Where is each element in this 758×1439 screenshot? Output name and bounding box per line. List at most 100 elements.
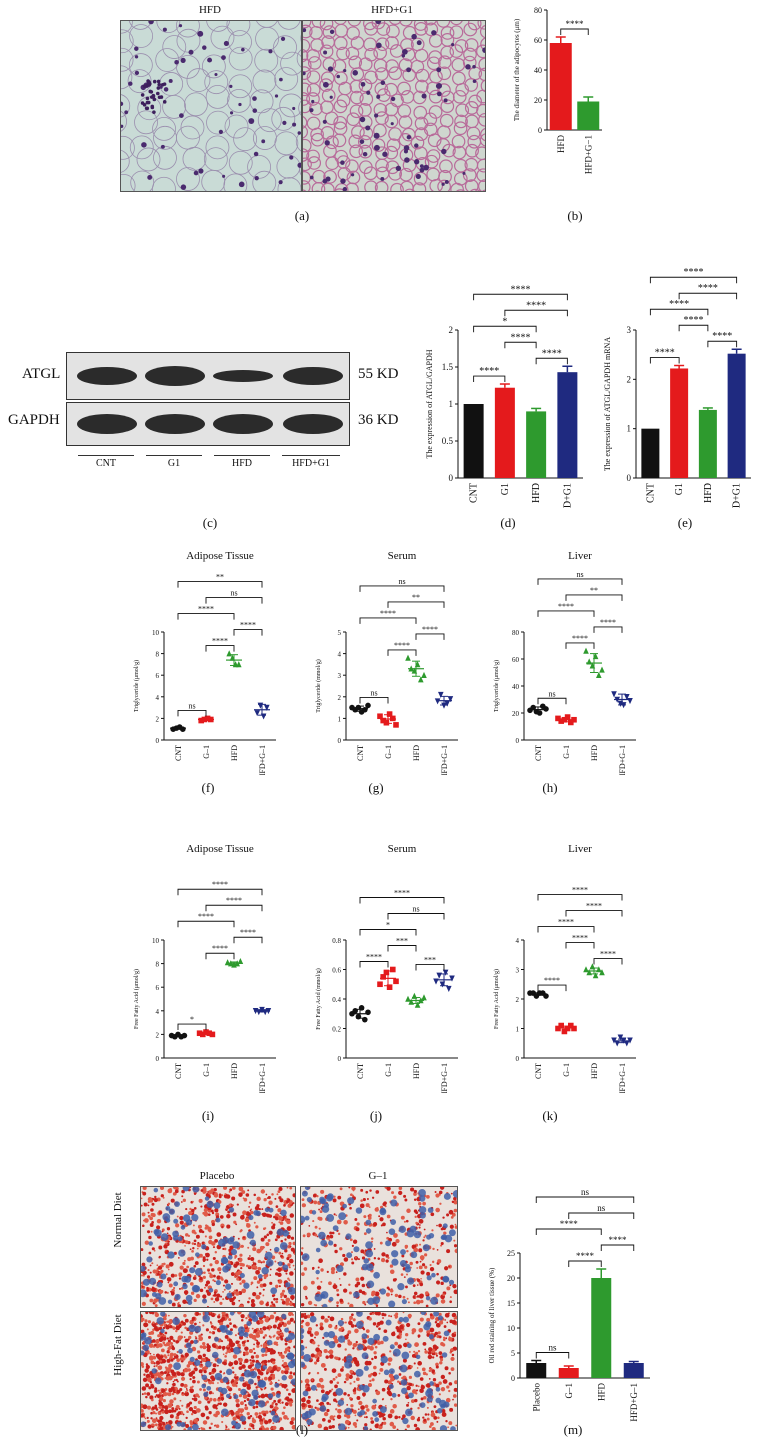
micro-a-hfdg1-image [302,20,486,192]
significance-label: **** [572,934,588,943]
data-point [444,700,450,707]
data-point [624,694,630,701]
y-tick-label: 0 [338,737,342,745]
y-axis-label: Oil red staining of liver tissue (%) [488,1267,496,1363]
chart-f: Adipose Tissue 0 2 4 6 8 10 Triglyceride (μmol/… [133,550,276,775]
y-tick-label: 80 [534,6,542,15]
x-tick-label: HFD+G–1 [618,1063,627,1093]
data-point [236,661,242,668]
data-point [442,969,449,976]
data-point [438,691,444,698]
bar [577,101,600,130]
data-point [568,719,574,726]
x-tick-label: G–1 [202,745,211,759]
y-tick-label: 3 [627,325,632,335]
y-axis-label: Triglyceride (μmol/g) [133,660,140,712]
significance-bracket [177,888,263,896]
y-tick-label: 0 [156,737,160,745]
blot-lane-cnt: CNT [96,458,116,469]
bar [549,43,572,130]
y-tick-label: 60 [512,656,520,664]
x-tick-label: HFD [703,483,714,503]
bar [463,404,484,478]
significance-label: *** [396,937,408,946]
significance-label: ns [548,689,555,698]
significance-label: * [190,1015,194,1024]
y-tick-label: 0 [449,473,454,483]
significance-bracket [473,325,537,333]
x-tick-label: HFD [531,483,542,503]
significance-label: **** [698,283,718,294]
significance-label: * [386,921,390,930]
significance-bracket [233,936,263,944]
data-point [256,1009,262,1016]
y-tick-label: 3 [338,672,342,680]
significance-bracket [205,645,235,652]
data-point [543,706,549,712]
data-point [352,1008,358,1014]
y-tick-label: 8 [156,651,160,659]
data-point [405,654,411,661]
y-tick-label: 0 [627,473,632,483]
y-tick-label: 5 [511,1349,515,1358]
micro-l-hfd-placebo [140,1311,296,1431]
data-point [265,1008,272,1015]
significance-bracket [535,1228,602,1235]
y-tick-label: 4 [338,651,342,659]
x-tick-label: HFD [556,135,566,154]
data-point [536,710,543,716]
data-point [449,975,455,982]
data-point [411,992,418,999]
x-tick-label: HFD+G–1 [629,1383,639,1422]
data-point [564,714,571,720]
data-point [181,1032,188,1039]
data-point [583,647,589,654]
significance-bracket [649,308,709,316]
x-tick-label: G–1 [384,1063,393,1077]
significance-bracket [205,952,235,960]
significance-bracket [177,613,235,620]
bar [526,411,547,478]
bar [727,353,746,478]
x-tick-label: G1 [674,483,685,495]
x-tick-label: HFD [412,745,421,761]
significance-bracket [359,897,445,904]
data-point [355,704,362,711]
significance-bracket [359,696,389,704]
y-tick-label: 40 [534,66,542,75]
micro-l-normal-placebo [140,1186,296,1308]
data-point [254,710,260,717]
y-tick-label: 2 [516,996,520,1004]
significance-label: **** [600,950,616,959]
y-tick-label: 1 [516,1026,520,1034]
significance-label: **** [198,912,214,921]
x-tick-label: G–1 [384,745,393,759]
y-tick-label: 1 [627,424,632,434]
blot-gapdh-strip [66,402,350,446]
chart-e: 0 1 2 3 The expression of ATGL/GAPDH mRNA CNT… [603,267,751,508]
y-tick-label: 0.5 [442,436,454,446]
y-tick-label: 2 [156,1031,160,1039]
significance-bracket [649,357,680,364]
chart-title: Adipose Tissue [186,843,254,855]
blot-lane-hfd: HFD [231,458,252,469]
data-point [596,671,602,678]
data-point [441,702,447,709]
chart-i: Adipose Tissue 0 2 4 6 8 10 Free Fatty Acid (μm… [133,843,276,1093]
data-point [543,993,549,999]
y-tick-label: 1.5 [442,362,454,372]
x-tick-label: HFD+G–1 [258,1063,267,1093]
blot-band [77,367,137,385]
y-tick-label: 3 [516,967,520,975]
panel-label-i: (i) [201,1108,215,1123]
significance-bracket [537,610,595,617]
significance-label: **** [600,618,616,627]
data-point [237,957,244,965]
y-tick-label: 40 [512,683,520,691]
y-tick-label: 4 [516,937,520,945]
x-tick-label: HFD+G–1 [618,745,627,775]
significance-label: **** [558,602,574,611]
y-axis-label: Triglyceride (mmol/g) [315,659,322,713]
significance-label: **** [684,267,704,278]
significance-label: **** [566,19,585,29]
